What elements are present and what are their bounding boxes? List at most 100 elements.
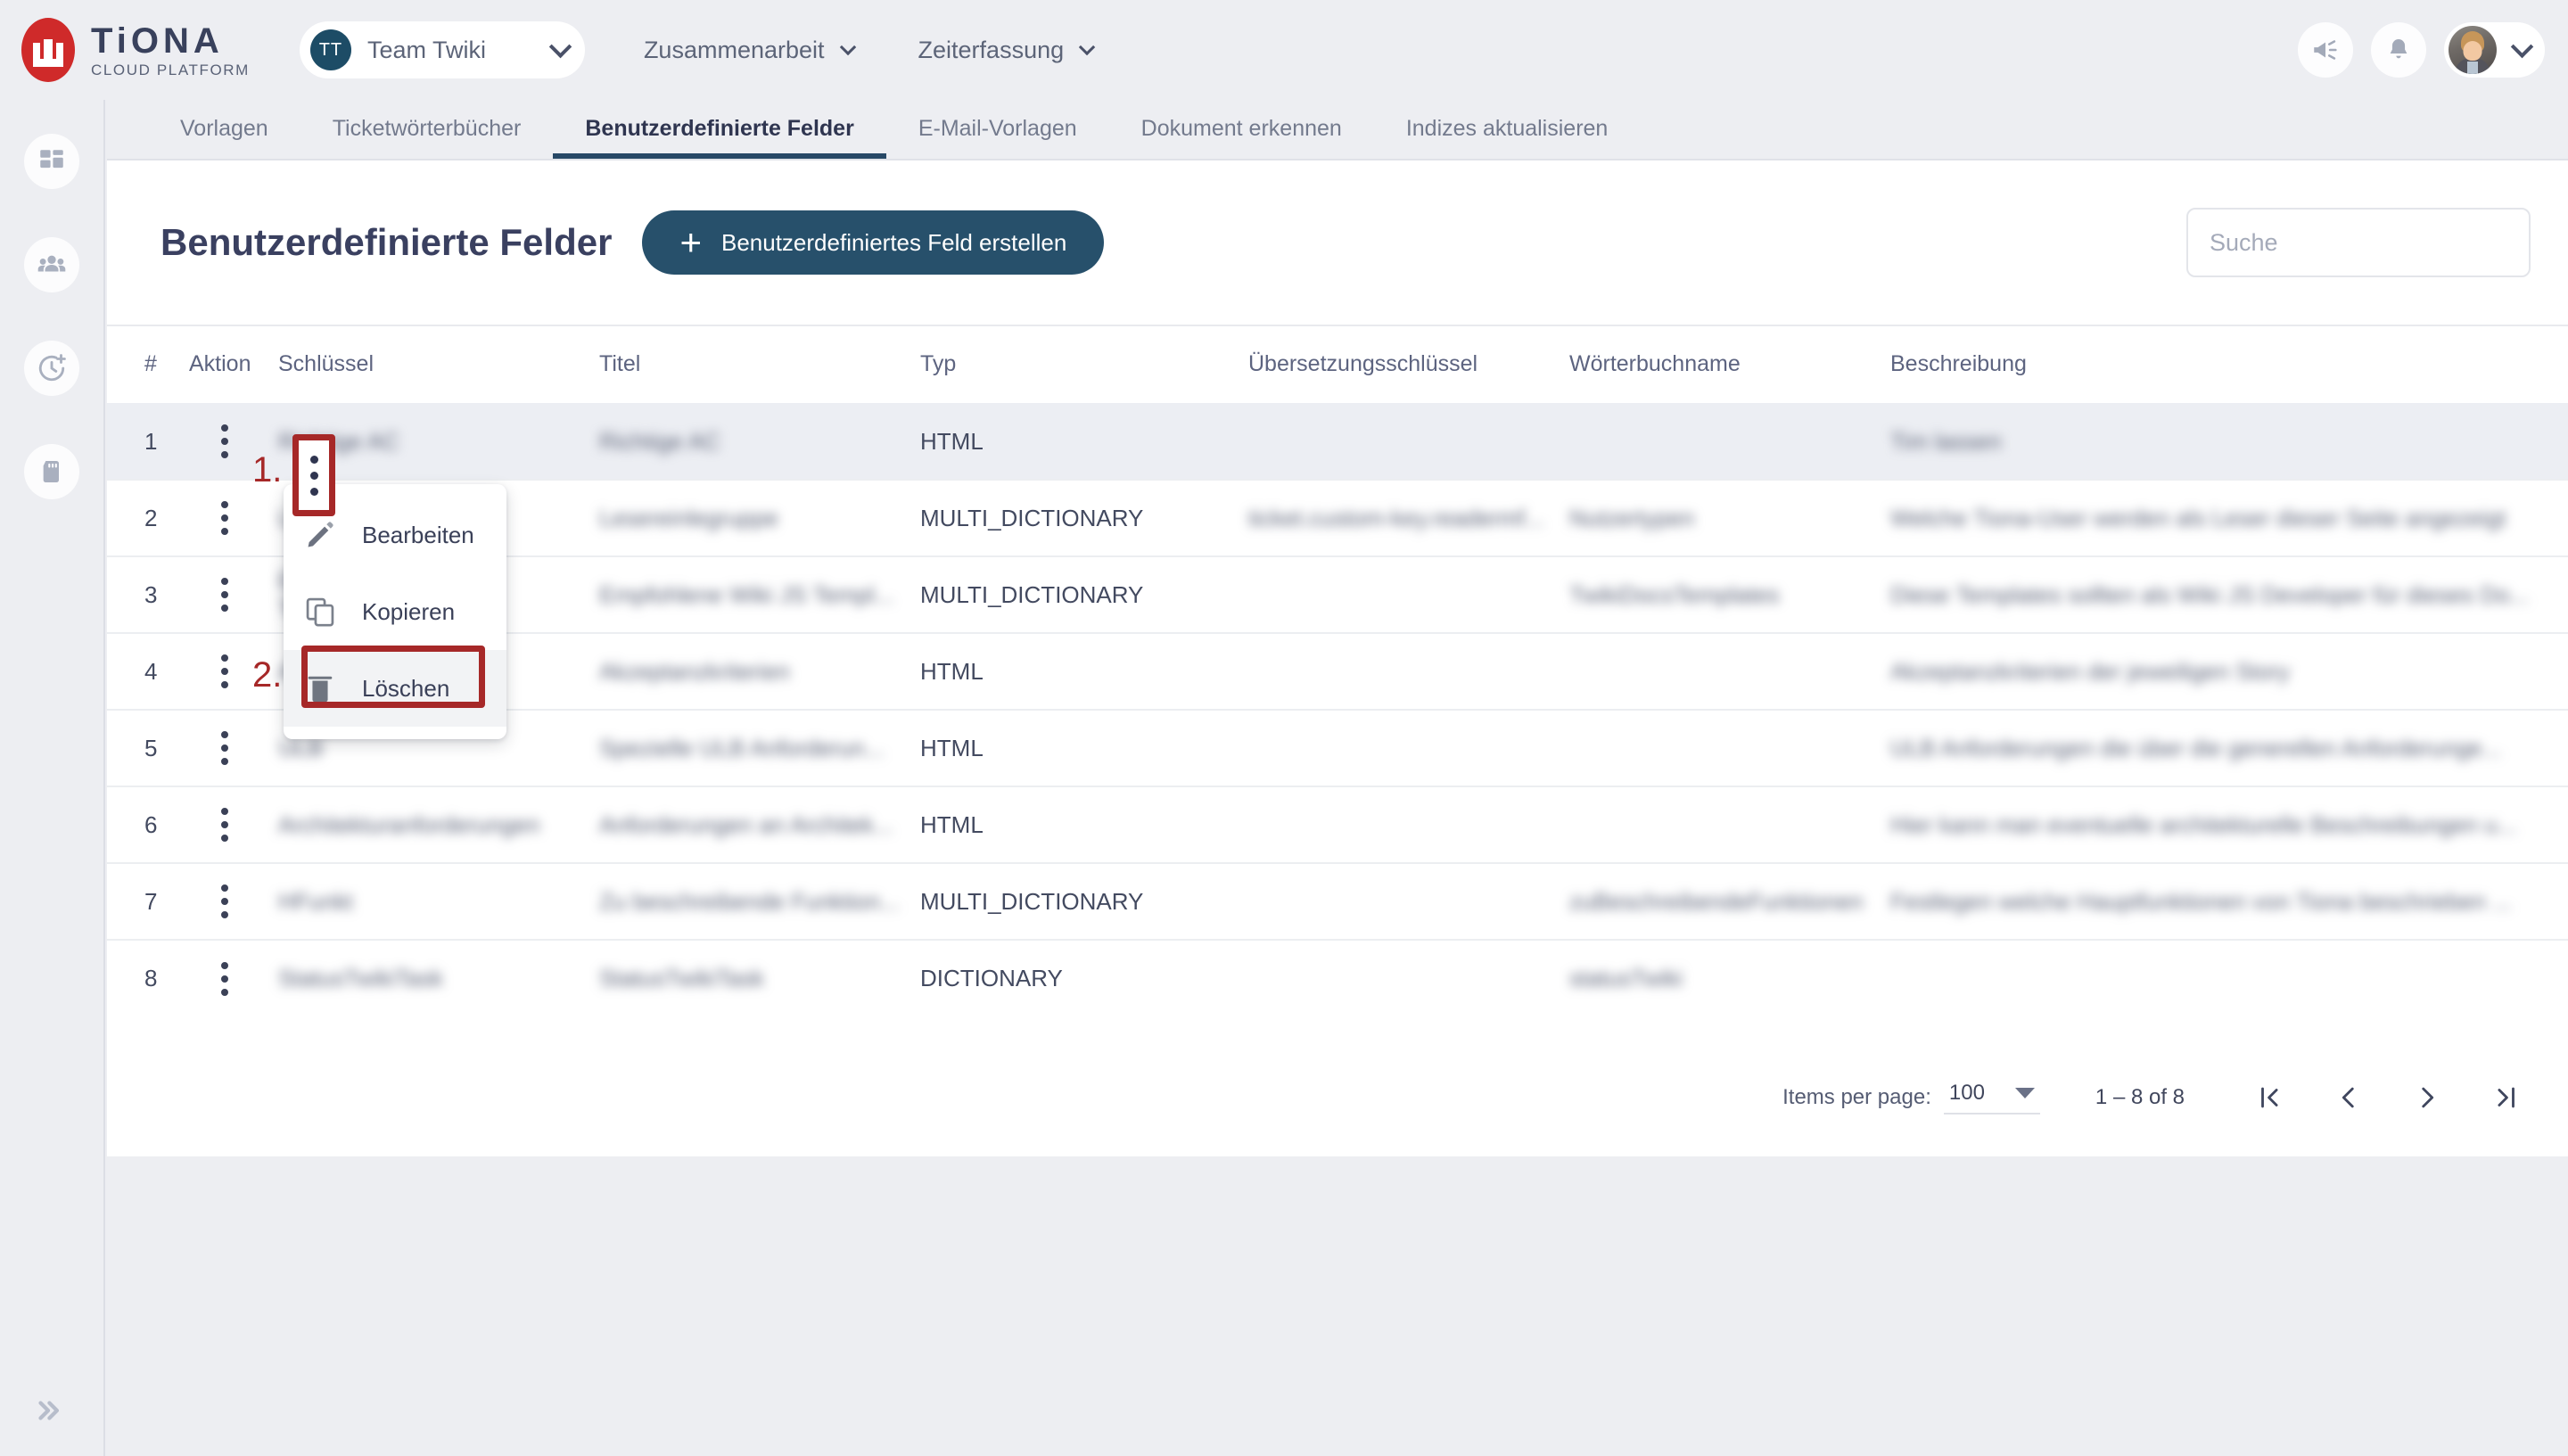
blurred-title-text: Empfohlene Wiki JS Templ... [599,580,894,608]
cell-dictionary-name [1560,403,1881,480]
row-action-more-button[interactable] [209,721,241,775]
cell-translation-key [1239,939,1560,1016]
cell-action [180,632,269,710]
context-menu-item-label: Löschen [362,674,450,702]
sidebar-item-resources[interactable] [24,444,79,499]
sidebar-item-teams[interactable] [24,237,79,292]
avatar-shirt [2467,62,2478,74]
col-header-action: Aktion [189,351,251,376]
cell-key: HFunkt [269,862,590,940]
cell-description: Hier kann man eventuelle architekturelle… [1881,786,2568,863]
row-action-more-button[interactable] [209,645,241,698]
row-action-more-button[interactable] [209,875,241,928]
page-header: Benutzerdefinierte Felder + Benutzerdefi… [107,160,2568,326]
brand-name: TiONA [91,21,224,61]
tab-indizes-aktualisieren[interactable]: Indizes aktualisieren [1374,98,1641,159]
cell-title: Richtige AC [590,403,911,480]
cell-index: 6 [107,786,180,863]
cell-index: 4 [107,632,180,710]
row-action-more-button[interactable] [209,415,241,468]
last-page-button[interactable] [2486,1078,2525,1117]
context-menu-edit-item[interactable]: Bearbeiten [284,497,506,573]
tab-label: Dokument erkennen [1140,115,1342,141]
cell-description: Diese Templates sollten als Wiki JS Deve… [1881,555,2568,633]
more-dot [309,487,318,496]
chevrons-right-icon [38,1401,60,1420]
row-action-more-button[interactable] [209,568,241,621]
cell-action [180,862,269,940]
bell-icon [2390,39,2408,59]
cell-description: ULB Anforderungen die über die generelle… [1881,709,2568,786]
next-page-button[interactable] [2408,1078,2447,1117]
cell-type: MULTI_DICTIONARY [911,555,1239,633]
row-action-more-button-highlighted[interactable] [301,443,326,507]
cell-title: Lesereinlegruppe [590,479,911,556]
row-action-more-button[interactable] [209,491,241,545]
context-menu-copy-item[interactable]: Kopieren [284,573,506,650]
search-box[interactable] [2186,208,2531,277]
blurred-key-text: Richtige AC [278,427,399,455]
tab-benutzerdefinierte-felder[interactable]: Benutzerdefinierte Felder [553,98,887,159]
context-menu-delete-item[interactable]: Löschen [284,650,506,727]
cell-index: 7 [107,862,180,940]
settings-tab-strip: Vorlagen Ticketwörterbücher Benutzerdefi… [107,100,2568,160]
table-row[interactable]: 1 Richtige AC Richtige AC HTML Tim lasse… [107,403,2568,480]
tab-email-vorlagen[interactable]: E-Mail-Vorlagen [886,98,1109,159]
cell-index: 1 [107,403,180,480]
row-action-context-menu: Bearbeiten Kopieren Löschen [284,484,506,739]
blurred-title-text: Richtige AC [599,427,720,455]
left-sidebar-rail [0,100,105,1456]
tab-dokument-erkennen[interactable]: Dokument erkennen [1109,98,1374,159]
tab-ticketwoerterbuecher[interactable]: Ticketwörterbücher [300,98,554,159]
items-per-page-select[interactable]: 100 [1943,1081,2040,1115]
search-input[interactable] [2210,228,2525,257]
create-custom-field-button[interactable]: + Benutzerdefiniertes Feld erstellen [642,210,1105,275]
first-page-button[interactable] [2251,1078,2290,1117]
announcements-button[interactable] [2298,22,2353,78]
tab-label: Ticketwörterbücher [332,115,522,141]
cell-dictionary-name [1560,632,1881,710]
table-row[interactable]: 5 ULB Spezielle ULB Anforderun... HTML U… [107,709,2568,786]
main-content-card: Benutzerdefinierte Felder + Benutzerdefi… [107,160,2568,1156]
sidebar-collapse-toggle[interactable] [30,1395,66,1431]
cell-description [1881,939,2568,1016]
col-header-title: Titel [599,351,641,376]
tab-label: Vorlagen [180,115,268,141]
cell-action [180,786,269,863]
previous-page-icon [2342,1087,2354,1107]
previous-page-button[interactable] [2329,1078,2368,1117]
plus-icon: + [679,221,702,263]
brand-logo[interactable]: TiONA CLOUD PLATFORM [21,18,250,82]
row-action-more-button[interactable] [209,798,241,851]
cell-action [180,709,269,786]
team-switcher[interactable]: TT Team Twiki [299,21,585,78]
cell-dictionary-name [1560,709,1881,786]
cell-translation-key: ticket.custom-key.readermf... [1239,479,1560,556]
annotation-step-number-1: 1. [252,450,283,489]
col-header-description: Beschreibung [1890,351,2027,376]
chevron-down-icon [839,38,856,55]
pagination-buttons [2251,1078,2525,1117]
tab-vorlagen[interactable]: Vorlagen [148,98,300,159]
user-menu[interactable] [2444,22,2545,78]
notifications-button[interactable] [2371,22,2426,78]
cell-index: 5 [107,709,180,786]
custom-fields-table: # Aktion Schlüssel Titel Typ Übersetzung… [107,326,2568,1016]
table-row[interactable]: 8 StatusTwikiTask StatusTwikiTask DICTIO… [107,939,2568,1016]
row-action-more-button[interactable] [209,952,241,1006]
table-row[interactable]: 7 HFunkt Zu beschreibende Funktion... MU… [107,862,2568,940]
blurred-title-text: StatusTwikiTask [599,965,764,991]
header-actions [2298,0,2545,100]
col-header-index: # [144,351,157,376]
cell-dictionary-name: Nutzertypen [1560,479,1881,556]
sidebar-item-time-tracking[interactable] [24,341,79,396]
cell-type: DICTIONARY [911,939,1239,1016]
blurred-key-text: StatusTwikiTask [278,965,443,991]
nav-item-zusammenarbeit[interactable]: Zusammenarbeit [644,37,856,64]
cell-translation-key [1239,862,1560,940]
table-row[interactable]: 2 Lesereinlegruppe Lesereinlegruppe MULT… [107,479,2568,556]
table-row[interactable]: 6 Architekturanforderungen Anforderungen… [107,786,2568,863]
cell-type: HTML [911,403,1239,480]
nav-item-zeiterfassung[interactable]: Zeiterfassung [918,37,1096,64]
sidebar-item-dashboard[interactable] [24,134,79,189]
